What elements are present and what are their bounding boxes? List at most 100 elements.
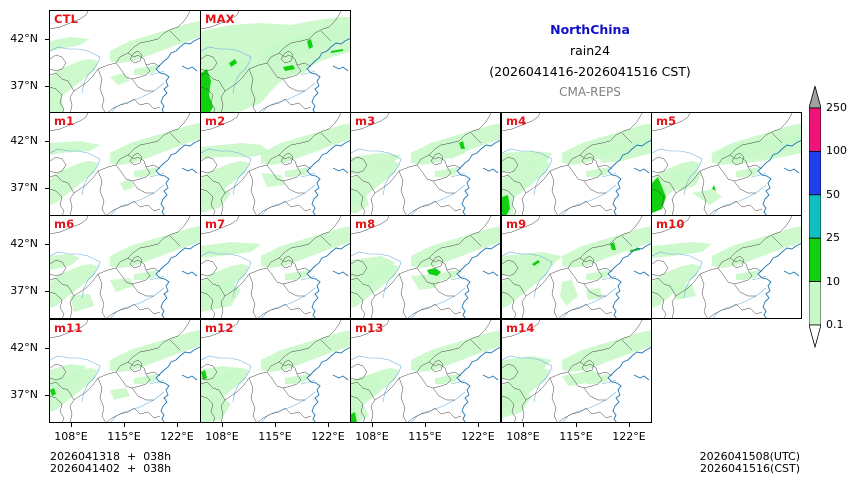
- map-panel-m3: m3: [350, 112, 501, 216]
- colorbar-segment: [809, 194, 821, 239]
- x-tick-label: 122°E: [160, 430, 194, 443]
- colorbar-level-label: 250: [826, 101, 847, 114]
- map-panel-ctl: CTL: [49, 10, 201, 113]
- colorbar-level-label: 25: [826, 231, 840, 245]
- x-tick-label: 115°E: [107, 430, 141, 443]
- rain-map: [50, 11, 200, 112]
- panel-label: m9: [506, 217, 527, 231]
- rain-map: [201, 320, 350, 422]
- x-tick-label: 108°E: [355, 430, 389, 443]
- panel-label: m6: [54, 217, 75, 231]
- colorbar-segment: [809, 151, 821, 196]
- x-tick-label: 122°E: [311, 430, 345, 443]
- colorbar: [809, 86, 821, 348]
- rain-map: [652, 216, 801, 318]
- map-panel-max: MAX: [200, 10, 351, 113]
- y-tick-mark: [45, 348, 49, 349]
- map-panel-m2: m2: [200, 112, 351, 216]
- panel-label: m11: [54, 321, 83, 335]
- rain-map: [502, 113, 651, 215]
- map-panel-m8: m8: [350, 215, 501, 319]
- x-tick-label: 108°E: [205, 430, 239, 443]
- x-tick-mark: [425, 423, 426, 427]
- panel-label: m13: [355, 321, 384, 335]
- map-panel-m10: m10: [651, 215, 802, 319]
- y-tick-mark: [45, 244, 49, 245]
- colorbar-segment: [809, 107, 821, 152]
- map-panel-m4: m4: [501, 112, 652, 216]
- region-title: NorthChina: [550, 22, 630, 37]
- model-title: CMA-REPS: [559, 85, 621, 99]
- map-panel-m11: m11: [49, 319, 201, 423]
- y-tick-label: 37°N: [10, 284, 38, 297]
- init-time-1: 2026041318 + 038h: [50, 450, 172, 463]
- x-tick-mark: [177, 423, 178, 427]
- x-tick-mark: [478, 423, 479, 427]
- y-tick-mark: [45, 291, 49, 292]
- rain-map: [502, 320, 651, 422]
- x-tick-mark: [328, 423, 329, 427]
- y-tick-mark: [45, 39, 49, 40]
- x-tick-mark: [629, 423, 630, 427]
- variable-title: rain24: [569, 43, 611, 58]
- x-tick-mark: [222, 423, 223, 427]
- panel-label: m14: [506, 321, 535, 335]
- x-tick-label: 122°E: [461, 430, 495, 443]
- valid-times: 2026041508(UTC) 2026041516(CST): [690, 451, 800, 475]
- map-panel-m7: m7: [200, 215, 351, 319]
- rain-map: [351, 113, 500, 215]
- rain-map: [351, 216, 500, 318]
- panel-label: MAX: [205, 12, 235, 26]
- x-tick-label: 108°E: [54, 430, 88, 443]
- x-tick-mark: [372, 423, 373, 427]
- y-tick-mark: [45, 395, 49, 396]
- rain-map: [50, 113, 200, 215]
- map-panel-m9: m9: [501, 215, 652, 319]
- period-title: (2026041416-2026041516 CST): [489, 64, 691, 79]
- rain-map: [351, 320, 500, 422]
- x-tick-mark: [576, 423, 577, 427]
- map-panel-m12: m12: [200, 319, 351, 423]
- panel-label: m8: [355, 217, 376, 231]
- y-tick-label: 42°N: [10, 341, 38, 354]
- panel-label: m1: [54, 114, 75, 128]
- rain-map: [201, 11, 350, 112]
- colorbar-level-label: 50: [826, 187, 840, 201]
- y-tick-label: 37°N: [10, 388, 38, 401]
- valid-time-cst: 2026041516(CST): [700, 462, 800, 475]
- init-time-2: 2026041402 + 038h: [50, 462, 172, 475]
- panel-label: m5: [656, 114, 677, 128]
- map-panel-m5: m5: [651, 112, 802, 216]
- colorbar-level-label: 10: [826, 274, 840, 288]
- x-tick-label: 115°E: [408, 430, 442, 443]
- rain-map: [201, 113, 350, 215]
- panel-label: m2: [205, 114, 226, 128]
- colorbar-segment: [809, 281, 821, 326]
- rain-map: [201, 216, 350, 318]
- x-tick-label: 115°E: [559, 430, 593, 443]
- rain-map: [652, 113, 801, 215]
- y-tick-mark: [45, 141, 49, 142]
- map-panel-m13: m13: [350, 319, 501, 423]
- panel-label: m4: [506, 114, 527, 128]
- x-tick-label: 122°E: [612, 430, 646, 443]
- colorbar-level-label: 100: [826, 144, 847, 158]
- colorbar-segment: [809, 237, 821, 282]
- title-block: NorthChina rain24 (2026041416-2026041516…: [440, 19, 740, 103]
- rain-map: [50, 320, 200, 422]
- y-tick-label: 37°N: [10, 79, 38, 92]
- x-tick-label: 115°E: [258, 430, 292, 443]
- rain-map: [50, 216, 200, 318]
- colorbar-level-label: 0.1: [826, 318, 844, 331]
- panel-label: m3: [355, 114, 376, 128]
- panel-label: m12: [205, 321, 234, 335]
- panel-label: m10: [656, 217, 685, 231]
- x-tick-label: 108°E: [506, 430, 540, 443]
- y-tick-mark: [45, 188, 49, 189]
- map-panel-m6: m6: [49, 215, 201, 319]
- map-panel-m14: m14: [501, 319, 652, 423]
- x-tick-mark: [71, 423, 72, 427]
- init-times: 2026041318 + 038h 2026041402 + 038h: [50, 451, 171, 475]
- y-tick-label: 42°N: [10, 237, 38, 250]
- y-tick-label: 42°N: [10, 32, 38, 45]
